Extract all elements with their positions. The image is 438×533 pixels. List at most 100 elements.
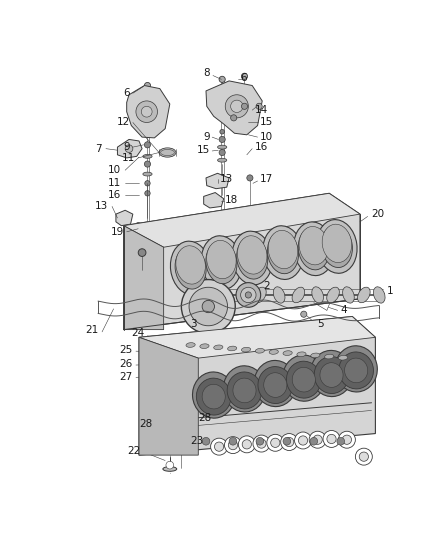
Circle shape [125, 145, 133, 152]
Circle shape [238, 436, 255, 453]
Ellipse shape [292, 367, 315, 392]
Ellipse shape [143, 172, 152, 176]
Ellipse shape [166, 373, 173, 377]
Circle shape [310, 438, 318, 445]
Ellipse shape [214, 345, 223, 350]
Text: 4: 4 [341, 305, 347, 316]
Circle shape [253, 435, 270, 452]
Text: 22: 22 [127, 446, 141, 456]
Ellipse shape [161, 149, 174, 156]
Circle shape [231, 115, 237, 121]
Polygon shape [139, 337, 198, 455]
Circle shape [145, 83, 151, 88]
Ellipse shape [207, 240, 236, 279]
Circle shape [167, 340, 173, 346]
Ellipse shape [293, 222, 334, 276]
Ellipse shape [237, 237, 268, 279]
Text: 6: 6 [123, 88, 130, 98]
Circle shape [181, 280, 235, 334]
Ellipse shape [286, 361, 321, 398]
Ellipse shape [273, 287, 285, 303]
Text: 15: 15 [260, 117, 273, 127]
Polygon shape [206, 173, 229, 189]
Text: 28: 28 [139, 418, 152, 429]
Ellipse shape [193, 372, 235, 418]
Ellipse shape [268, 230, 298, 269]
Text: 21: 21 [86, 325, 99, 335]
Circle shape [228, 440, 237, 450]
Polygon shape [116, 210, 133, 225]
Ellipse shape [202, 384, 225, 409]
Circle shape [167, 423, 173, 429]
Ellipse shape [320, 363, 343, 387]
Ellipse shape [268, 231, 299, 273]
Circle shape [245, 292, 251, 298]
Circle shape [189, 287, 228, 326]
Circle shape [301, 311, 307, 317]
Circle shape [339, 431, 355, 448]
Circle shape [145, 181, 150, 186]
Circle shape [283, 438, 291, 445]
Text: 1: 1 [387, 286, 394, 296]
Text: 24: 24 [131, 328, 145, 338]
Ellipse shape [311, 353, 320, 358]
Ellipse shape [269, 350, 279, 354]
Ellipse shape [327, 287, 339, 303]
Circle shape [285, 438, 294, 447]
Ellipse shape [283, 355, 325, 401]
Ellipse shape [201, 236, 242, 289]
Circle shape [220, 130, 225, 134]
Ellipse shape [218, 158, 227, 162]
Ellipse shape [232, 231, 272, 285]
Circle shape [136, 101, 158, 123]
Ellipse shape [170, 241, 211, 295]
Ellipse shape [297, 352, 306, 357]
Circle shape [247, 175, 253, 181]
Text: 14: 14 [254, 105, 268, 115]
Text: 28: 28 [198, 413, 212, 423]
Ellipse shape [186, 343, 195, 348]
Text: 5: 5 [318, 319, 324, 329]
Ellipse shape [299, 227, 328, 265]
Ellipse shape [339, 352, 374, 389]
Polygon shape [124, 225, 164, 329]
Circle shape [241, 73, 247, 79]
Ellipse shape [321, 225, 353, 268]
Ellipse shape [312, 287, 324, 303]
Polygon shape [139, 317, 375, 455]
Circle shape [327, 434, 336, 443]
Circle shape [229, 438, 237, 445]
Ellipse shape [339, 356, 348, 360]
Text: 15: 15 [197, 145, 210, 155]
Text: 25: 25 [120, 345, 133, 356]
Circle shape [323, 431, 340, 447]
Circle shape [359, 452, 368, 461]
Circle shape [256, 438, 264, 445]
Ellipse shape [325, 354, 334, 359]
Ellipse shape [263, 226, 303, 279]
Ellipse shape [228, 346, 237, 351]
Ellipse shape [166, 353, 174, 358]
Circle shape [337, 438, 345, 445]
Ellipse shape [310, 350, 353, 397]
Circle shape [165, 437, 174, 446]
Ellipse shape [317, 220, 357, 273]
Circle shape [298, 436, 307, 445]
Polygon shape [117, 140, 142, 158]
Circle shape [202, 438, 210, 445]
Ellipse shape [322, 224, 352, 263]
Ellipse shape [283, 351, 292, 356]
Ellipse shape [241, 348, 251, 352]
Circle shape [271, 438, 280, 447]
Text: 23: 23 [191, 436, 204, 446]
Circle shape [257, 439, 266, 448]
Circle shape [135, 223, 141, 229]
Text: 10: 10 [260, 132, 273, 142]
Circle shape [202, 301, 215, 313]
Circle shape [219, 76, 225, 83]
Ellipse shape [223, 366, 266, 412]
Text: 6: 6 [240, 73, 247, 83]
Ellipse shape [254, 360, 297, 407]
Text: 10: 10 [108, 165, 121, 175]
Polygon shape [139, 317, 375, 358]
